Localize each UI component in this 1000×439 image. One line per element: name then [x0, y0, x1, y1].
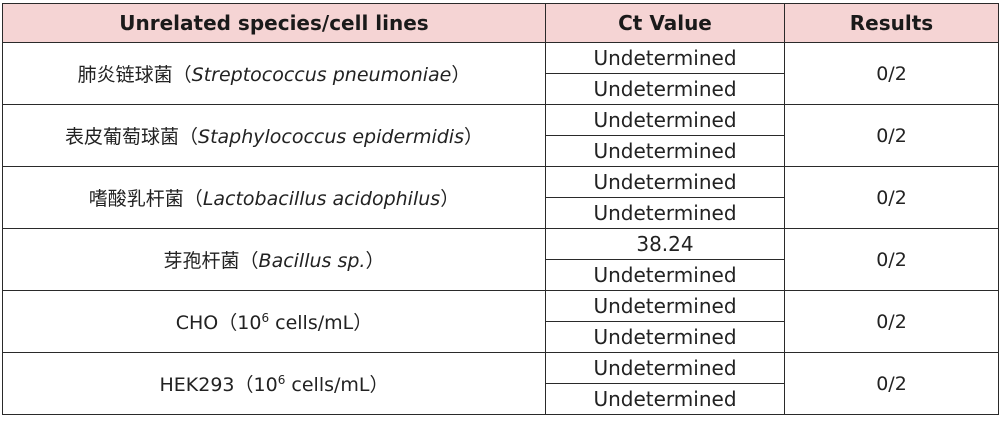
column-header-results: Results: [784, 3, 999, 43]
table-row: Undetermined: [3, 383, 999, 415]
ct-value-cell: Undetermined: [545, 383, 785, 415]
table-row: Undetermined: [3, 135, 999, 167]
result-cell: 0/2: [784, 166, 999, 229]
sample-cell: 表皮葡萄球菌（Staphylococcus epidermidis）: [2, 104, 546, 167]
concentration-base: 10: [253, 374, 278, 396]
paren-close: ）: [365, 250, 385, 272]
sample-chinese-name: 肺炎链球菌: [77, 64, 173, 86]
paren-open: （: [234, 374, 254, 396]
ct-value-cell: Undetermined: [545, 104, 785, 136]
table-header-row: Unrelated species/cell lines Ct Value Re…: [2, 3, 999, 43]
sample-latin-name: Staphylococcus epidermidis: [198, 126, 464, 148]
column-header-sample: Unrelated species/cell lines: [2, 3, 546, 43]
sample-chinese-name: 表皮葡萄球菌: [64, 126, 179, 148]
table-row: Undetermined: [3, 73, 999, 105]
result-cell: 0/2: [784, 352, 999, 415]
table-row: 嗜酸乳杆菌（Lactobacillus acidophilus） Undeter…: [2, 166, 999, 229]
ct-value-cell: Undetermined: [545, 135, 785, 167]
paren-open: （: [179, 126, 199, 148]
concentration-exponent: 6: [261, 311, 270, 325]
paren-open: （: [239, 250, 259, 272]
paren-open: （: [183, 188, 203, 210]
ct-value-cell: Undetermined: [545, 73, 785, 105]
paren-close: ）: [440, 188, 460, 210]
ct-value-cell: Undetermined: [545, 166, 785, 198]
concentration-unit: cells/mL: [285, 374, 370, 396]
sample-cell: 肺炎链球菌（Streptococcus pneumoniae）: [2, 42, 546, 105]
sample-cell: 嗜酸乳杆菌（Lactobacillus acidophilus）: [2, 166, 546, 229]
ct-value-cell: Undetermined: [545, 290, 785, 322]
sample-cell: 芽孢杆菌（Bacillus sp.）: [2, 228, 546, 291]
result-cell: 0/2: [784, 104, 999, 167]
table-row: CHO（106 cells/mL） Undetermined 0/2: [2, 290, 999, 353]
concentration-base: 10: [237, 312, 262, 334]
specificity-table: Unrelated species/cell lines Ct Value Re…: [2, 3, 999, 415]
sample-cell-line-name: HEK293: [159, 374, 235, 396]
ct-value-cell: 38.24: [545, 228, 785, 260]
ct-value-cell: Undetermined: [545, 197, 785, 229]
paren-close: ）: [369, 374, 389, 396]
paren-close: ）: [353, 312, 373, 334]
result-cell: 0/2: [784, 228, 999, 291]
ct-value-cell: Undetermined: [545, 42, 785, 74]
concentration-exponent: 6: [277, 373, 286, 387]
table-row: 芽孢杆菌（Bacillus sp.） 38.24 0/2: [2, 228, 999, 291]
column-header-ct-value: Ct Value: [545, 3, 785, 43]
paren-close: ）: [451, 64, 471, 86]
table-row: Undetermined: [3, 197, 999, 229]
sample-chinese-name: 芽孢杆菌: [163, 250, 240, 272]
ct-value-cell: Undetermined: [545, 321, 785, 353]
sample-latin-name: Lactobacillus acidophilus: [202, 188, 441, 210]
sample-cell: HEK293（106 cells/mL）: [2, 352, 546, 415]
table-row: 表皮葡萄球菌（Staphylococcus epidermidis） Undet…: [2, 104, 999, 167]
paren-open: （: [172, 64, 192, 86]
paren-close: ）: [463, 126, 483, 148]
ct-value-cell: Undetermined: [545, 352, 785, 384]
sample-latin-name: Bacillus sp.: [258, 250, 366, 272]
result-cell: 0/2: [784, 42, 999, 105]
paren-open: （: [218, 312, 238, 334]
sample-latin-name: Streptococcus pneumoniae: [191, 64, 452, 86]
result-cell: 0/2: [784, 290, 999, 353]
sample-cell-line-name: CHO: [175, 312, 219, 334]
sample-cell: CHO（106 cells/mL）: [2, 290, 546, 353]
table-row: HEK293（106 cells/mL） Undetermined 0/2: [2, 352, 999, 415]
table-row: 肺炎链球菌（Streptococcus pneumoniae） Undeterm…: [2, 42, 999, 105]
concentration-unit: cells/mL: [269, 312, 354, 334]
sample-chinese-name: 嗜酸乳杆菌: [88, 188, 184, 210]
ct-value-cell: Undetermined: [545, 259, 785, 291]
